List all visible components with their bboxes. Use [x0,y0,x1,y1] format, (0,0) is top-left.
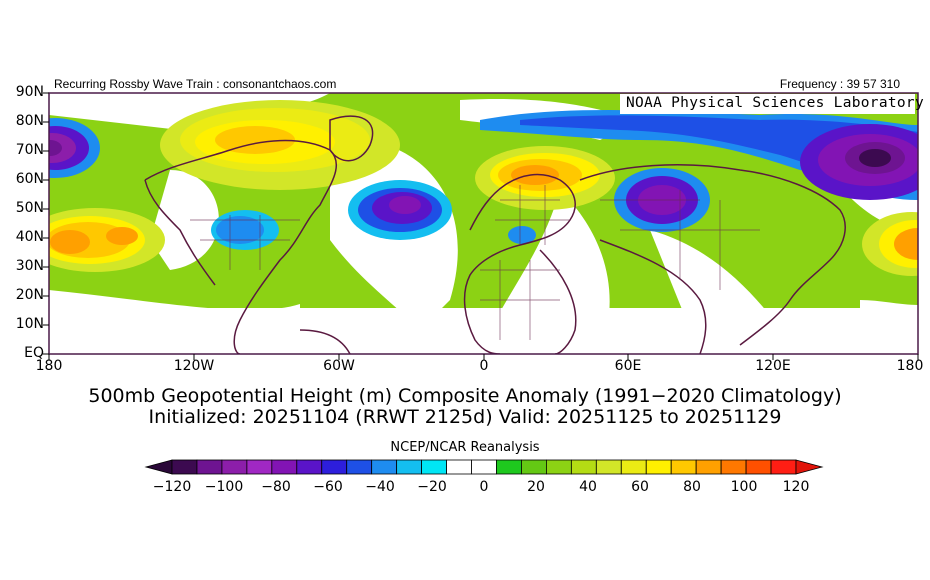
lat-label-50n: 50N [15,200,44,216]
colorbar-swatch [695,459,722,475]
lon-label-60w: 60W [323,358,355,374]
lat-label-70n: 70N [15,142,44,158]
colorbar-label: −120 [152,479,192,495]
colorbar-swatch [271,459,298,475]
colorbar-swatch [196,459,223,475]
colorbar-label: 100 [730,479,758,495]
colorbar-swatch [496,459,522,475]
colorbar-swatch [296,459,323,475]
map-title-line1: 500mb Geopotential Height (m) Composite … [88,385,842,407]
colorbar-label: 0 [479,479,489,495]
colorbar-swatch [471,459,497,475]
lon-label-120w: 120W [173,358,215,374]
colorbar-label: 120 [782,479,810,495]
colorbar-left-arrow [144,459,173,475]
lat-label-eq: EQ [24,345,44,361]
colorbar-swatch [770,459,797,475]
colorbar-right-arrow [795,459,824,475]
colorbar-label: −100 [204,479,244,495]
colorbar-swatch [620,459,647,475]
colorbar-label: −80 [261,479,291,495]
header-left-text: Recurring Rossby Wave Train : consonantc… [54,77,337,91]
colorbar-label: 80 [683,479,701,495]
borders [190,185,760,340]
lat-label-60n: 60N [15,171,44,187]
header-frequency-text: Frequency : 39 57 310 [779,77,900,91]
lat-label-20n: 20N [15,287,44,303]
map-title-line2: Initialized: 20251104 (RRWT 2125d) Valid… [148,406,782,428]
colorbar-label: −40 [365,479,395,495]
lat-label-80n: 80N [15,113,44,129]
lat-label-10n: 10N [15,316,44,332]
lab-label: NOAA Physical Sciences Laboratory [626,95,924,111]
lon-label-60e: 60E [614,358,642,374]
colorbar-label: 20 [527,479,545,495]
colorbar-swatch [645,459,672,475]
lab-label-box [620,94,915,114]
colorbar-swatch [371,459,398,475]
colorbar-swatch [171,459,198,475]
colorbar-swatch [570,459,597,475]
lat-ticks [43,92,49,355]
lat-label-90n: 90N [15,84,44,100]
lon-label-0: 0 [479,358,489,374]
lon-ticks [48,354,919,360]
colorbar-label: 40 [579,479,597,495]
anomaly-field [49,93,918,354]
lon-label-180e: 180 [896,358,924,374]
colorbar-label: −20 [417,479,447,495]
colorbar-swatch [446,459,472,475]
colorbar-swatch [521,459,547,475]
colorbar-swatch [246,459,273,475]
lon-label-180w: 180 [35,358,63,374]
colorbar-swatch [546,459,572,475]
colorbar-swatch [720,459,747,475]
colorbar-swatch [421,459,447,475]
colorbar [144,459,824,475]
colorbar-swatch [745,459,772,475]
lat-label-30n: 30N [15,258,44,274]
colorbar-swatch [346,459,373,475]
lon-label-120e: 120E [755,358,791,374]
colorbar-label: −60 [313,479,343,495]
colorbar-swatch [396,459,423,475]
coastlines [144,115,846,354]
colorbar-swatch [321,459,348,475]
colorbar-swatch [221,459,248,475]
lat-label-40n: 40N [15,229,44,245]
colorbar-title: NCEP/NCAR Reanalysis [390,440,540,455]
colorbar-swatch [595,459,622,475]
colorbar-label: 60 [631,479,649,495]
colorbar-swatch [670,459,697,475]
